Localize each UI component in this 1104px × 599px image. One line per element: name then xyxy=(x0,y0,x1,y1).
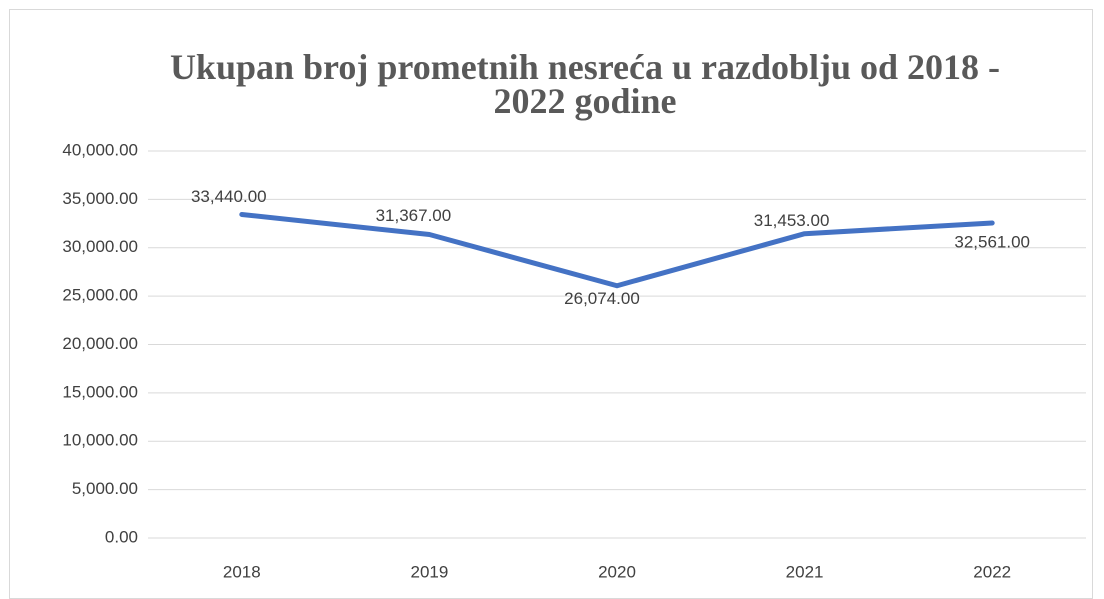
x-tick-label: 2018 xyxy=(223,562,261,581)
data-label: 26,074.00 xyxy=(564,289,640,308)
x-tick-label: 2021 xyxy=(786,562,824,581)
y-tick-label: 5,000.00 xyxy=(72,479,138,498)
data-label: 32,561.00 xyxy=(954,232,1030,251)
y-tick-label: 20,000.00 xyxy=(62,334,138,353)
y-tick-label: 0.00 xyxy=(105,527,138,546)
data-label: 33,440.00 xyxy=(191,187,267,206)
y-tick-label: 15,000.00 xyxy=(62,382,138,401)
x-tick-label: 2019 xyxy=(410,562,448,581)
x-tick-label: 2022 xyxy=(973,562,1011,581)
y-tick-label: 25,000.00 xyxy=(62,286,138,305)
y-tick-label: 40,000.00 xyxy=(62,140,138,159)
y-tick-label: 30,000.00 xyxy=(62,237,138,256)
data-label: 31,453.00 xyxy=(754,211,830,230)
data-label: 31,367.00 xyxy=(376,206,452,225)
line-series xyxy=(239,211,995,289)
y-tick-label: 35,000.00 xyxy=(62,189,138,208)
x-tick-label: 2020 xyxy=(598,562,636,581)
chart-title: Ukupan broj prometnih nesreća u razdoblj… xyxy=(169,47,1001,121)
y-tick-label: 10,000.00 xyxy=(62,431,138,450)
